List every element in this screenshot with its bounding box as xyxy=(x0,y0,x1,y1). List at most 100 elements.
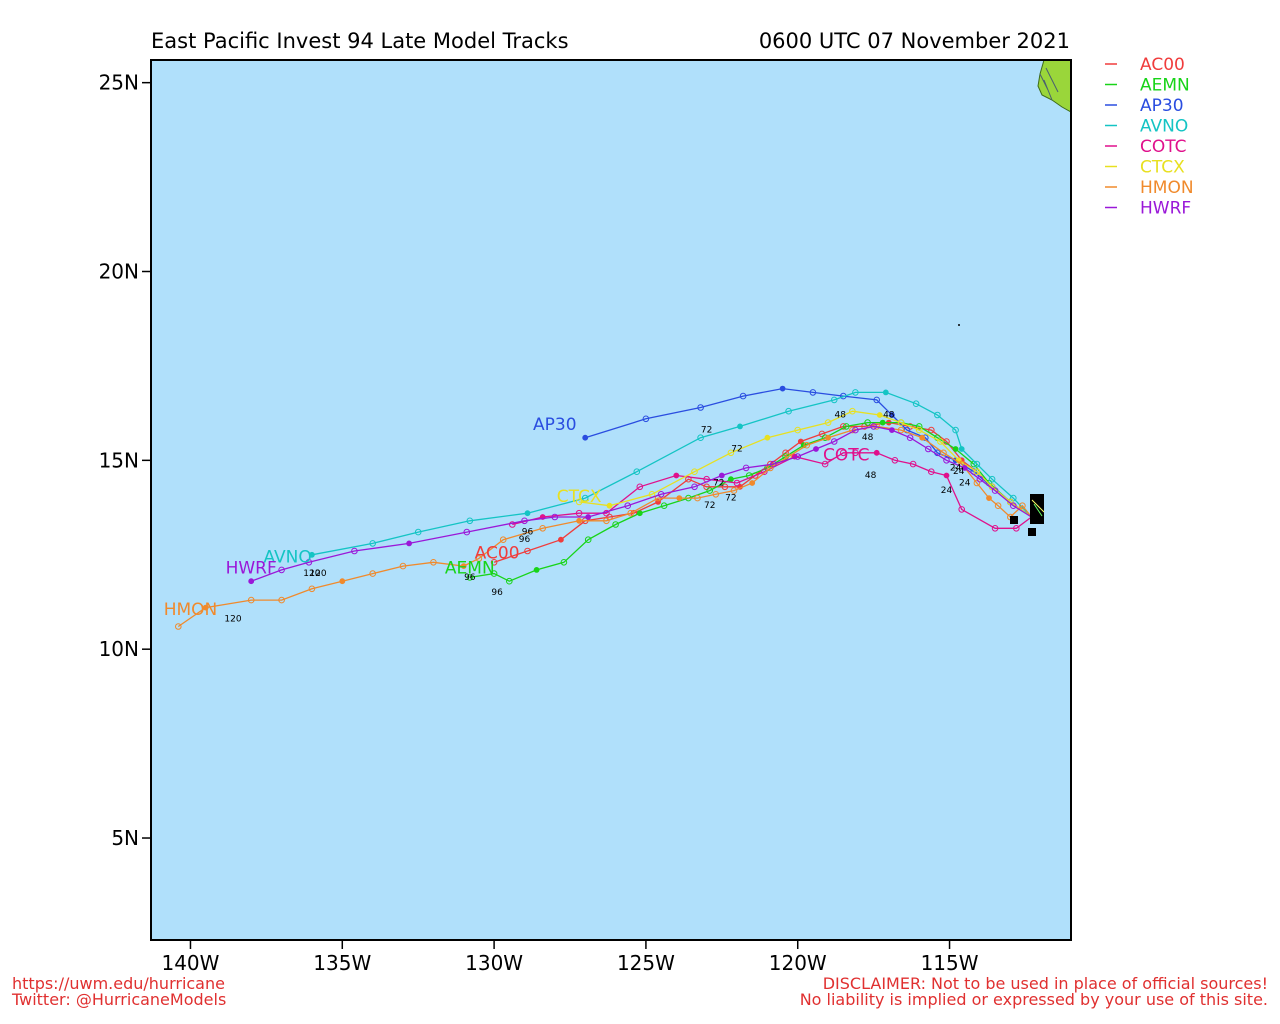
track-point xyxy=(988,475,996,483)
track-point xyxy=(278,566,285,574)
track-point xyxy=(466,517,474,525)
map-axes: 140W 135W 130W 125W 120W 115W 25N 20N 15N 10N 5N xyxy=(99,71,979,975)
ocean-background xyxy=(151,60,1071,940)
track-point xyxy=(852,426,859,434)
track-point xyxy=(779,385,786,392)
x-tick-label: 120W xyxy=(769,951,827,975)
x-tick-label: 115W xyxy=(921,951,979,975)
track-avno xyxy=(309,389,1032,558)
forecast-hour-label: 48 xyxy=(865,471,877,481)
legend-entry-ap30: AP30 xyxy=(1140,96,1184,116)
track-point xyxy=(770,460,777,468)
track-name-hwrf: HWRF xyxy=(226,559,277,579)
legend-entry-aemn: AEMN xyxy=(1140,76,1190,96)
track-line xyxy=(177,425,1033,628)
track-point xyxy=(934,411,941,419)
track-point xyxy=(973,468,981,476)
track-point xyxy=(889,412,895,418)
track-point xyxy=(636,510,643,517)
track-point xyxy=(575,509,583,517)
track-point xyxy=(928,468,935,476)
track-point xyxy=(830,396,838,404)
track-point xyxy=(509,521,516,528)
footer-url[interactable]: https://uwm.edu/hurricane xyxy=(12,974,225,993)
track-point xyxy=(581,494,589,502)
forecast-hour-label: 72 xyxy=(725,494,736,504)
track-point xyxy=(891,457,899,464)
forecast-hour-label: 24 xyxy=(959,479,971,489)
track-point xyxy=(490,570,498,577)
track-point xyxy=(730,487,738,494)
track-point xyxy=(958,446,965,452)
track-point xyxy=(558,536,564,543)
track-point xyxy=(524,510,531,517)
track-point xyxy=(864,419,871,426)
track-point xyxy=(830,438,838,445)
track-name-ac00: AC00 xyxy=(475,544,520,564)
track-point xyxy=(551,513,559,521)
track-point xyxy=(399,562,407,570)
track-point xyxy=(636,483,644,491)
track-point xyxy=(673,472,680,479)
track-ctcx xyxy=(575,407,1032,518)
track-point xyxy=(1010,502,1017,510)
track-point xyxy=(794,426,802,434)
track-point xyxy=(852,449,859,457)
track-point xyxy=(697,434,704,442)
footer-twitter[interactable]: Twitter: @HurricaneModels xyxy=(11,990,226,1009)
track-point xyxy=(339,578,346,585)
track-point xyxy=(657,491,665,498)
track-line xyxy=(311,391,1032,556)
forecast-hour-label: 120 xyxy=(303,569,320,579)
track-point xyxy=(308,585,316,593)
y-tick-label: 10N xyxy=(99,637,139,661)
y-tick-label: 20N xyxy=(99,260,139,284)
track-point xyxy=(961,465,968,471)
track-point xyxy=(533,567,540,573)
track-line xyxy=(469,421,1032,582)
track-point xyxy=(821,460,829,468)
track-point xyxy=(785,407,792,415)
track-point xyxy=(897,426,905,434)
track-hmon xyxy=(175,423,1033,630)
track-point xyxy=(676,495,683,502)
track-point xyxy=(986,495,992,502)
track-point xyxy=(582,434,589,441)
track-point xyxy=(694,494,701,502)
track-name-avno: AVNO xyxy=(263,547,311,567)
track-point xyxy=(305,559,313,566)
track-point xyxy=(691,483,698,491)
forecast-hour-label: 72 xyxy=(701,426,712,436)
track-point xyxy=(712,491,720,498)
track-point xyxy=(879,419,886,426)
track-point xyxy=(909,460,917,468)
track-point xyxy=(915,423,923,430)
forecast-hour-label: 96 xyxy=(519,535,531,545)
track-point xyxy=(633,468,641,476)
track-point xyxy=(824,419,832,426)
track-point xyxy=(737,423,743,430)
track-name-ap30: AP30 xyxy=(533,415,577,435)
forecast-hour-label: 96 xyxy=(491,588,503,598)
track-point xyxy=(521,517,528,525)
track-point xyxy=(414,528,422,536)
track-point xyxy=(991,487,999,494)
track-point xyxy=(873,396,881,404)
track-point xyxy=(691,468,698,476)
track-point xyxy=(499,536,507,544)
track-point xyxy=(718,472,725,479)
track-point xyxy=(882,389,889,396)
track-point xyxy=(1013,525,1020,532)
forecast-hour-label: 120 xyxy=(309,569,326,579)
track-point xyxy=(576,517,582,524)
track-line xyxy=(250,425,1032,582)
track-point xyxy=(369,570,377,577)
track-point xyxy=(642,415,650,423)
track-point xyxy=(247,596,255,604)
track-point xyxy=(278,596,285,604)
track-point xyxy=(248,578,255,585)
map-frame xyxy=(150,59,1072,941)
track-point xyxy=(940,449,947,457)
track-point xyxy=(764,434,771,441)
